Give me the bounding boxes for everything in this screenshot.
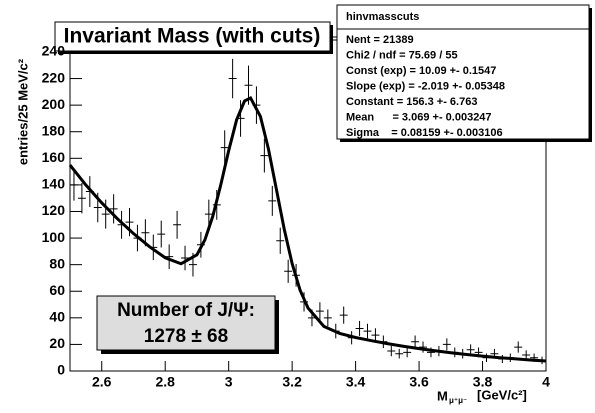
data-point — [181, 245, 189, 271]
y-tick-label: 40 — [49, 309, 65, 325]
x-tick-label: 3 — [225, 374, 233, 390]
x-tick-label: 2.6 — [92, 374, 112, 390]
data-point — [522, 350, 531, 360]
x-axis-label: M — [437, 388, 448, 403]
y-tick-label: 200 — [42, 96, 66, 112]
data-point — [411, 335, 420, 349]
data-point — [220, 130, 229, 165]
fit-curve — [68, 95, 547, 363]
x-tick-label: 4 — [542, 374, 550, 390]
x-tick-label: 3.8 — [473, 374, 493, 390]
stats-line: Nent = 21389 — [346, 34, 414, 46]
y-axis-label: entries/25 MeV/c² — [15, 58, 30, 165]
data-point — [403, 347, 412, 358]
stats-line: Mean = 3.069 +- 0.003247 — [346, 111, 492, 123]
data-point — [371, 328, 380, 343]
y-tick-label: 160 — [42, 149, 66, 165]
x-tick-label: 3.4 — [346, 374, 366, 390]
data-point — [442, 338, 451, 351]
y-tick-label: 140 — [42, 176, 66, 192]
stats-line: Sigma = 0.08159 +- 0.003106 — [346, 127, 503, 139]
y-tick-label: 240 — [42, 43, 66, 59]
y-tick-label: 100 — [42, 229, 66, 245]
data-point — [514, 341, 523, 353]
data-point — [419, 341, 427, 353]
y-tick-label: 180 — [42, 122, 66, 138]
annotation-text: Number of J/Ψ: — [117, 300, 255, 321]
x-axis-label-unit: [GeV/c²] — [477, 387, 527, 402]
data-point — [284, 259, 293, 283]
data-point — [157, 220, 166, 248]
data-point — [363, 323, 372, 339]
chart-title: Invariant Mass (with cuts) — [64, 25, 321, 48]
x-tick-label: 3.6 — [409, 374, 429, 390]
data-point — [101, 199, 110, 229]
data-point — [339, 306, 348, 324]
title-frame — [54, 21, 331, 52]
annotation-frame — [96, 295, 276, 351]
stats-line: Chi2 / ndf = 75.69 / 55 — [346, 49, 458, 61]
y-tick-label: 80 — [49, 255, 65, 271]
y-tick-label: 60 — [49, 282, 65, 298]
x-axis-label-sub: μ⁺μ⁻ — [449, 396, 467, 405]
data-point — [355, 320, 364, 337]
data-point — [276, 227, 285, 254]
data-point — [323, 309, 332, 327]
data-point — [315, 302, 324, 321]
stats-frame — [336, 4, 590, 140]
data-point — [228, 58, 237, 99]
x-tick-label: 2.8 — [155, 374, 175, 390]
y-tick-label: 20 — [49, 335, 65, 351]
x-tick-label: 3.2 — [282, 374, 302, 390]
data-point — [466, 344, 475, 356]
stats-title: hinvmasscuts — [346, 11, 419, 23]
data-point — [70, 169, 78, 201]
data-point — [260, 138, 269, 173]
data-point — [395, 348, 404, 359]
stats-line: Const (exp) = 10.09 +- 0.1547 — [346, 65, 496, 77]
title-box: Invariant Mass (with cuts) — [54, 21, 333, 54]
stats-line: Constant = 156.3 +- 6.763 — [346, 96, 477, 108]
data-point — [387, 345, 396, 357]
data-point — [109, 194, 118, 224]
annotation-box: Number of J/Ψ: 1278 ± 68 — [96, 295, 279, 354]
data-point — [77, 183, 86, 214]
y-tick-label: 220 — [42, 69, 66, 85]
data-point — [173, 210, 182, 239]
annotation-text: 1278 ± 68 — [144, 326, 228, 347]
stats-line: Slope (exp) = -2.019 +- 0.05348 — [346, 80, 505, 92]
y-tick-label: 0 — [57, 362, 65, 378]
data-point — [268, 185, 277, 216]
stats-box: hinvmasscuts — [330, 4, 592, 142]
y-tick-label: 120 — [42, 202, 66, 218]
